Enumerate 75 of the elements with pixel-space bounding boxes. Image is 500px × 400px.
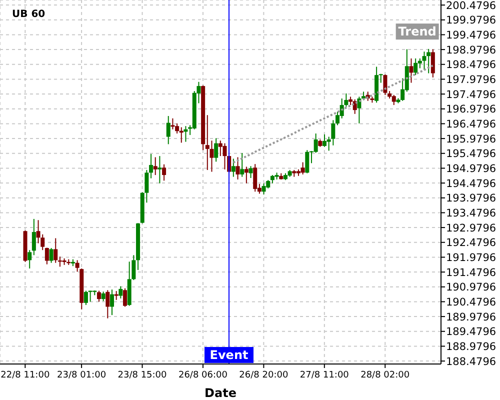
candlestick — [88, 290, 92, 302]
candlestick — [430, 48, 435, 78]
candlestick — [123, 288, 128, 308]
candlestick — [314, 132, 318, 154]
y-tick-label: 195.4796 — [446, 148, 496, 160]
y-tick-label: 190.9796 — [446, 282, 496, 294]
text: Trend — [398, 24, 436, 39]
candlestick — [244, 166, 248, 184]
candlestick — [205, 114, 210, 170]
annotation: Event — [210, 348, 248, 362]
candlestick — [170, 118, 175, 130]
x-tick-label: 23/8 15:00 — [118, 370, 168, 380]
candlestick — [84, 290, 88, 306]
candlestick — [166, 115, 170, 145]
candlestick — [153, 156, 158, 176]
candlestick — [28, 250, 32, 269]
x-tick-label: 26/8 06:00 — [178, 370, 228, 380]
x-tick-label: 22/8 11:00 — [0, 370, 50, 380]
y-tick-label: 197.9796 — [446, 74, 496, 86]
y-tick-label: 191.9796 — [446, 252, 496, 264]
x-tick-label: 27/8 11:00 — [300, 370, 350, 380]
y-tick-label: 195.9796 — [446, 133, 496, 146]
candlestick — [253, 164, 258, 192]
candlestick — [357, 96, 362, 124]
candlestick — [414, 58, 418, 76]
candlestick — [96, 290, 101, 302]
candlestick — [101, 291, 106, 302]
y-tick-label: 193.4796 — [446, 207, 496, 220]
candlestick — [426, 48, 431, 74]
x-tick-label: 23/8 01:00 — [57, 370, 106, 380]
candlestick — [44, 247, 49, 265]
candlestick — [32, 218, 36, 256]
candlestick — [305, 150, 310, 174]
y-tick-label: 200.4796 — [446, 0, 496, 12]
candlestick — [49, 248, 54, 264]
candlestick — [149, 153, 154, 179]
candlestick — [248, 166, 253, 178]
candlestick — [236, 156, 240, 180]
y-tick-label: 189.9796 — [446, 311, 496, 324]
y-tick-label: 191.4796 — [446, 266, 496, 279]
text: UB 60 — [12, 9, 46, 21]
y-tick-label: 196.9796 — [446, 104, 496, 116]
y-tick-label: 192.9796 — [446, 222, 496, 234]
y-tick-label: 199.9796 — [446, 14, 496, 27]
y-tick-label: 197.4796 — [446, 88, 496, 101]
y-tick-label: 193.9796 — [446, 192, 496, 205]
y-tick-label: 189.4796 — [446, 326, 496, 338]
y-tick-label: 198.9796 — [446, 44, 496, 56]
candlestick — [231, 158, 236, 178]
candlestick — [214, 138, 218, 162]
candlestick — [409, 58, 414, 84]
y-tick-label: 196.4796 — [446, 118, 496, 130]
candlestick — [262, 182, 266, 195]
candlestick — [240, 152, 244, 178]
x-axis-title: Date — [204, 386, 236, 400]
y-tick-label: 194.9796 — [446, 162, 496, 175]
candlestick — [422, 51, 426, 71]
y-tick-label: 192.4796 — [446, 237, 496, 250]
y-tick-label: 198.4796 — [446, 59, 496, 72]
x-tick-label: 28/8 02:00 — [360, 370, 410, 380]
candlestick — [106, 290, 110, 319]
candlestick — [158, 156, 162, 184]
y-tick-label: 194.4796 — [446, 178, 496, 190]
candlestick — [222, 142, 227, 170]
candlestick — [118, 286, 123, 299]
candlestick — [162, 164, 166, 182]
y-tick-label: 190.4796 — [446, 296, 496, 308]
candlestick — [54, 238, 58, 264]
y-tick-label: 188.4796 — [446, 356, 496, 368]
candlestick — [392, 94, 396, 106]
candlestick — [300, 162, 305, 175]
x-tick-label: 26/8 20:00 — [239, 370, 288, 380]
y-tick-label: 199.4796 — [446, 29, 496, 42]
candlestick — [110, 289, 114, 316]
y-tick-label: 188.9796 — [446, 340, 496, 353]
